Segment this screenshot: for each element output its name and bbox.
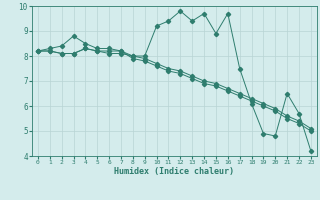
X-axis label: Humidex (Indice chaleur): Humidex (Indice chaleur) — [115, 167, 234, 176]
